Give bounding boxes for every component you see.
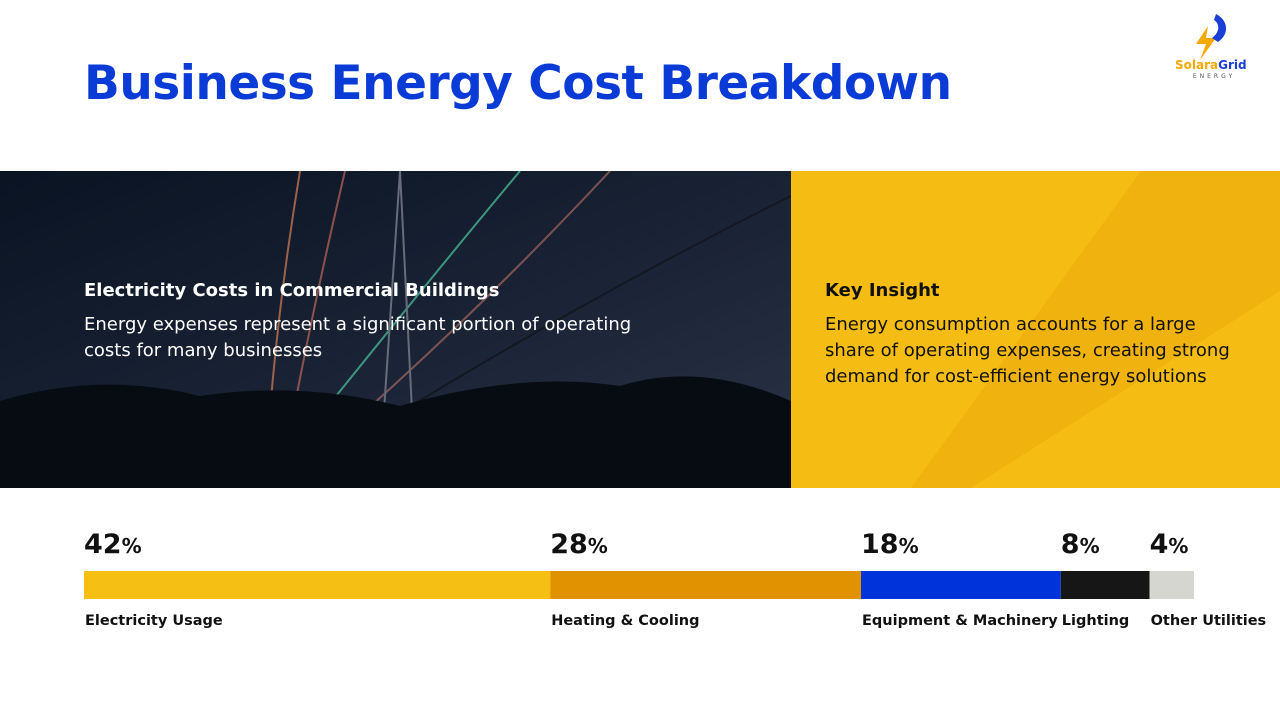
logo-bolt (1196, 26, 1216, 60)
logo-name-second: Grid (1218, 58, 1246, 72)
photo-panel (0, 171, 791, 488)
photo-heading: Electricity Costs in Commercial Building… (84, 280, 500, 301)
value-label: 42% (84, 529, 142, 560)
category-label: Other Utilities (1151, 613, 1267, 629)
power-line (269, 171, 301, 412)
value-number: 28 (550, 529, 588, 560)
insight-heading: Key Insight (825, 280, 940, 301)
logo: SolaraGrid ENERGY (1175, 14, 1247, 80)
photo-overlay (0, 171, 791, 488)
photo-text: Energy expenses represent a significant … (84, 314, 632, 361)
category-label: Electricity Usage (85, 613, 223, 629)
bar-segment (1060, 571, 1150, 599)
value-unit: % (122, 534, 142, 558)
logo-name-first: Solara (1175, 58, 1218, 72)
bar-segment (861, 571, 1061, 599)
value-label: 4% (1150, 529, 1189, 560)
value-label: 28% (550, 529, 608, 560)
category-label: Equipment & Machinery (862, 613, 1058, 629)
logo-arc (1212, 14, 1227, 42)
value-number: 8 (1061, 529, 1080, 560)
value-number: 4 (1150, 529, 1169, 560)
cost-bar-chart: 42% Electricity Usage 28% Heating & Cooling… (84, 529, 1267, 629)
category-label: Heating & Cooling (551, 613, 699, 629)
value-number: 42 (84, 529, 122, 560)
value-unit: % (899, 534, 919, 558)
trees (0, 376, 791, 488)
insight-panel (791, 171, 1280, 488)
title: Business Energy Cost Breakdown (84, 56, 952, 111)
bar-segment (550, 571, 861, 599)
insight-text: Energy consumption accounts for a large … (825, 314, 1230, 387)
bar-segment (84, 571, 551, 599)
value-label: 18% (861, 529, 919, 560)
logo-name: SolaraGrid (1175, 58, 1247, 72)
value-unit: % (588, 534, 608, 558)
value-label: 8% (1061, 529, 1100, 560)
logo-tagline: ENERGY (1193, 73, 1235, 80)
value-unit: % (1080, 534, 1100, 558)
bar-segment (1149, 571, 1194, 599)
category-label: Lighting (1062, 613, 1130, 629)
value-number: 18 (861, 529, 899, 560)
insight-band (911, 171, 1280, 488)
value-unit: % (1168, 534, 1188, 558)
